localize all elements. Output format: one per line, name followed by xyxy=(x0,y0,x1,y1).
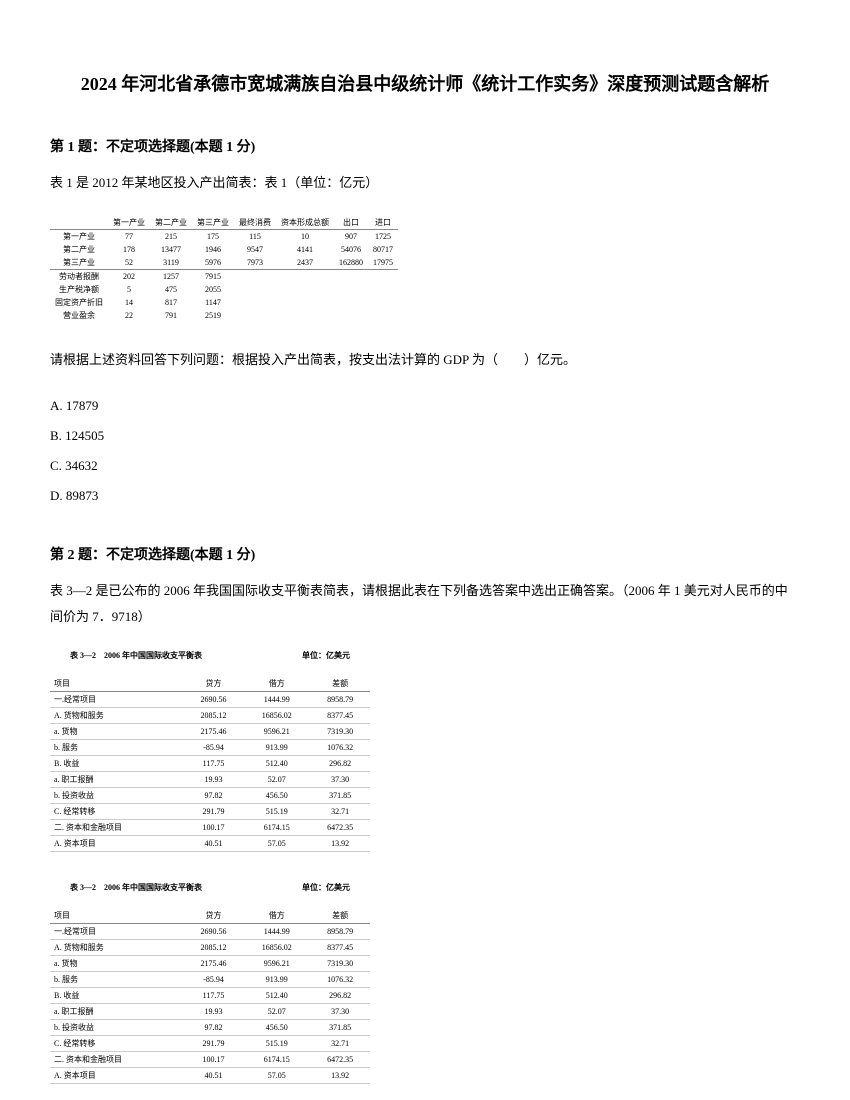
q1-option-b: B. 124505 xyxy=(50,423,800,449)
q2-header: 第 2 题：不定项选择题(本题 1 分) xyxy=(50,544,800,564)
q2-table-title-2: 表 3—2 2006 年中国国际收支平衡表 单位：亿美元 xyxy=(50,882,370,893)
q1-intro: 表 1 是 2012 年某地区投入产出简表：表 1（单位：亿元） xyxy=(50,170,800,196)
question-2: 第 2 题：不定项选择题(本题 1 分) 表 3—2 是已公布的 2006 年我… xyxy=(50,544,800,1084)
q2-intro: 表 3—2 是已公布的 2006 年我国国际收支平衡表简表，请根据此表在下列备选… xyxy=(50,578,800,630)
q1-option-a: A. 17879 xyxy=(50,393,800,419)
q1-prompt: 请根据上述资料回答下列问题：根据投入产出简表，按支出法计算的 GDP 为（ ）亿… xyxy=(50,347,800,373)
q1-header: 第 1 题：不定项选择题(本题 1 分) xyxy=(50,136,800,156)
q1-option-d: D. 89873 xyxy=(50,483,800,509)
q2-table-2: 项目贷方借方差额 一.经常项目2690.561444.998958.79 A. … xyxy=(50,908,370,1084)
q1-table: 第一产业 第二产业 第三产业 最终消费 资本形成总额 出口 进口 第一产业772… xyxy=(50,216,398,322)
q1-options: A. 17879 B. 124505 C. 34632 D. 89873 xyxy=(50,393,800,509)
page-title: 2024 年河北省承德市宽城满族自治县中级统计师《统计工作实务》深度预测试题含解… xyxy=(50,70,800,96)
q1-option-c: C. 34632 xyxy=(50,453,800,479)
q2-table-1: 项目贷方借方差额 一.经常项目2690.561444.998958.79 A. … xyxy=(50,676,370,852)
q2-table-title-1: 表 3—2 2006 年中国国际收支平衡表 单位：亿美元 xyxy=(50,650,370,661)
question-1: 第 1 题：不定项选择题(本题 1 分) 表 1 是 2012 年某地区投入产出… xyxy=(50,136,800,509)
